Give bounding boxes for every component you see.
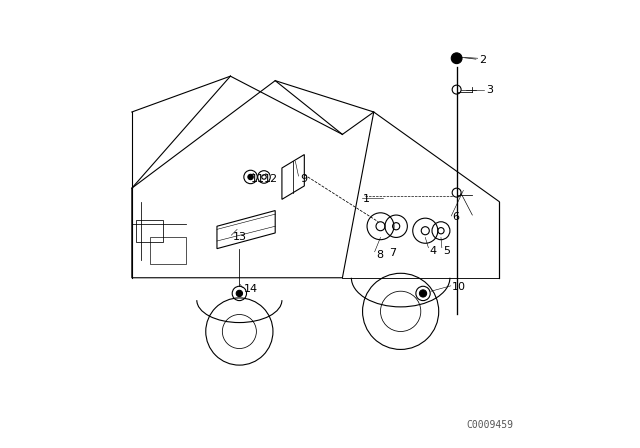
Text: 2: 2 (479, 56, 486, 65)
Circle shape (419, 290, 427, 297)
Text: 1: 1 (362, 194, 369, 204)
Text: 12: 12 (264, 174, 278, 184)
Text: 9: 9 (300, 174, 307, 184)
Text: 14: 14 (244, 284, 258, 294)
Text: C0009459: C0009459 (467, 420, 514, 430)
Circle shape (236, 290, 243, 297)
Circle shape (248, 174, 253, 180)
Text: 11: 11 (251, 174, 264, 184)
Text: 10: 10 (452, 282, 466, 292)
Text: 6: 6 (452, 212, 459, 222)
Text: 3: 3 (486, 85, 493, 95)
Text: 8: 8 (376, 250, 383, 260)
Circle shape (451, 53, 462, 64)
Text: 7: 7 (389, 248, 397, 258)
Text: 5: 5 (443, 246, 450, 256)
Text: 13: 13 (233, 233, 246, 242)
Text: 4: 4 (430, 246, 437, 256)
